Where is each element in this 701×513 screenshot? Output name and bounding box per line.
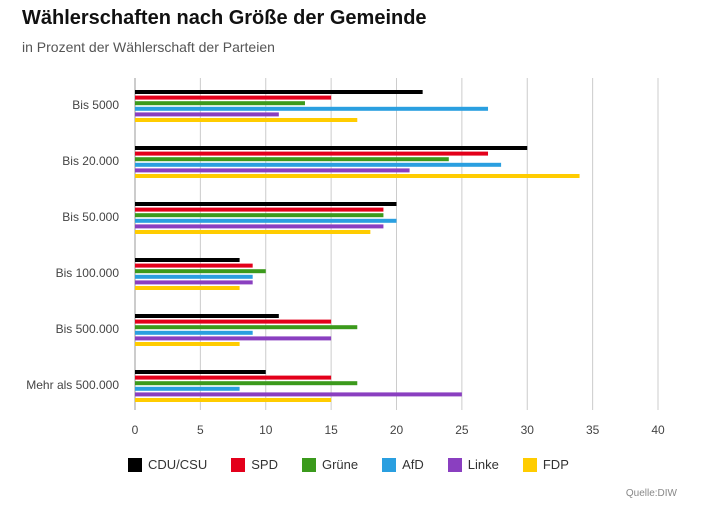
x-tick-label: 30 (521, 423, 535, 437)
bar (135, 168, 410, 173)
bar (135, 274, 253, 279)
bar (135, 398, 332, 402)
x-tick-label: 20 (390, 423, 404, 437)
bar (135, 286, 240, 290)
x-tick-label: 5 (197, 423, 204, 437)
gridlines (134, 78, 659, 410)
legend-label: Grüne (321, 457, 359, 472)
legend-label: Linke (467, 457, 499, 472)
bar (135, 118, 358, 122)
bar (135, 101, 305, 106)
x-tick-label: 35 (586, 423, 600, 437)
legend: CDU/CSU SPD Grüne AfD Linke FDP (128, 457, 593, 472)
legend-label: AfD (402, 457, 424, 472)
bar (135, 258, 240, 262)
chart-title: Wählerschaften nach Größe der Gemeinde (22, 7, 427, 29)
legend-item: FDP (522, 457, 569, 472)
legend-item: CDU/CSU (128, 457, 207, 472)
bars (135, 90, 580, 402)
bar (135, 213, 384, 218)
legend-item: Grüne (301, 457, 359, 472)
legend-swatch (447, 457, 462, 472)
bar (135, 157, 449, 162)
x-tick-label: 40 (651, 423, 665, 437)
bar (135, 90, 423, 94)
legend-label: CDU/CSU (148, 457, 208, 472)
bar (135, 112, 279, 117)
bar (135, 174, 580, 178)
category-label: Bis 20.000 (62, 154, 119, 168)
bar (135, 95, 332, 100)
source-note: Quelle:DIW (625, 488, 677, 499)
bar (135, 263, 253, 268)
bar (135, 381, 358, 386)
bar (135, 224, 384, 229)
x-tick-label: 15 (324, 423, 338, 437)
bar (135, 319, 332, 324)
bar (135, 392, 462, 397)
bar (135, 370, 266, 374)
legend-swatch (522, 457, 537, 472)
bar (135, 280, 253, 285)
bar (135, 230, 371, 234)
category-label: Bis 5000 (72, 98, 119, 112)
legend-swatch (382, 457, 397, 472)
category-label: Mehr als 500.000 (26, 378, 119, 392)
x-tick-label: 0 (132, 423, 139, 437)
bar (135, 375, 332, 380)
x-tick-label: 25 (455, 423, 469, 437)
bar (135, 202, 397, 206)
bar (135, 325, 358, 330)
x-tick-label: 10 (259, 423, 273, 437)
bar (135, 342, 240, 346)
legend-item: Linke (447, 457, 499, 472)
bar (135, 269, 266, 274)
bar (135, 106, 489, 111)
legend-swatch (231, 457, 246, 472)
bar (135, 218, 397, 223)
legend-label: FDP (542, 457, 569, 472)
category-label: Bis 100.000 (56, 266, 120, 280)
legend-swatch (128, 457, 142, 472)
legend-label: SPD (251, 457, 278, 472)
category-label: Bis 50.000 (62, 210, 119, 224)
category-labels: Bis 5000 Bis 20.000 Bis 50.000 Bis 100.000 B… (26, 98, 119, 392)
bar (135, 386, 240, 391)
bar (135, 336, 332, 341)
bar (135, 146, 528, 150)
chart-subtitle: in Prozent der Wählerschaft der Parteien (22, 39, 275, 55)
x-tick-labels: 0 5 10 15 20 25 30 35 40 (132, 423, 665, 437)
legend-item: AfD (382, 457, 424, 472)
bar (135, 314, 279, 318)
legend-swatch (301, 457, 316, 472)
bar (135, 207, 384, 212)
bar (135, 162, 502, 167)
bar (135, 151, 489, 156)
category-label: Bis 500.000 (56, 322, 120, 336)
legend-item: SPD (231, 457, 278, 472)
bar (135, 330, 253, 335)
